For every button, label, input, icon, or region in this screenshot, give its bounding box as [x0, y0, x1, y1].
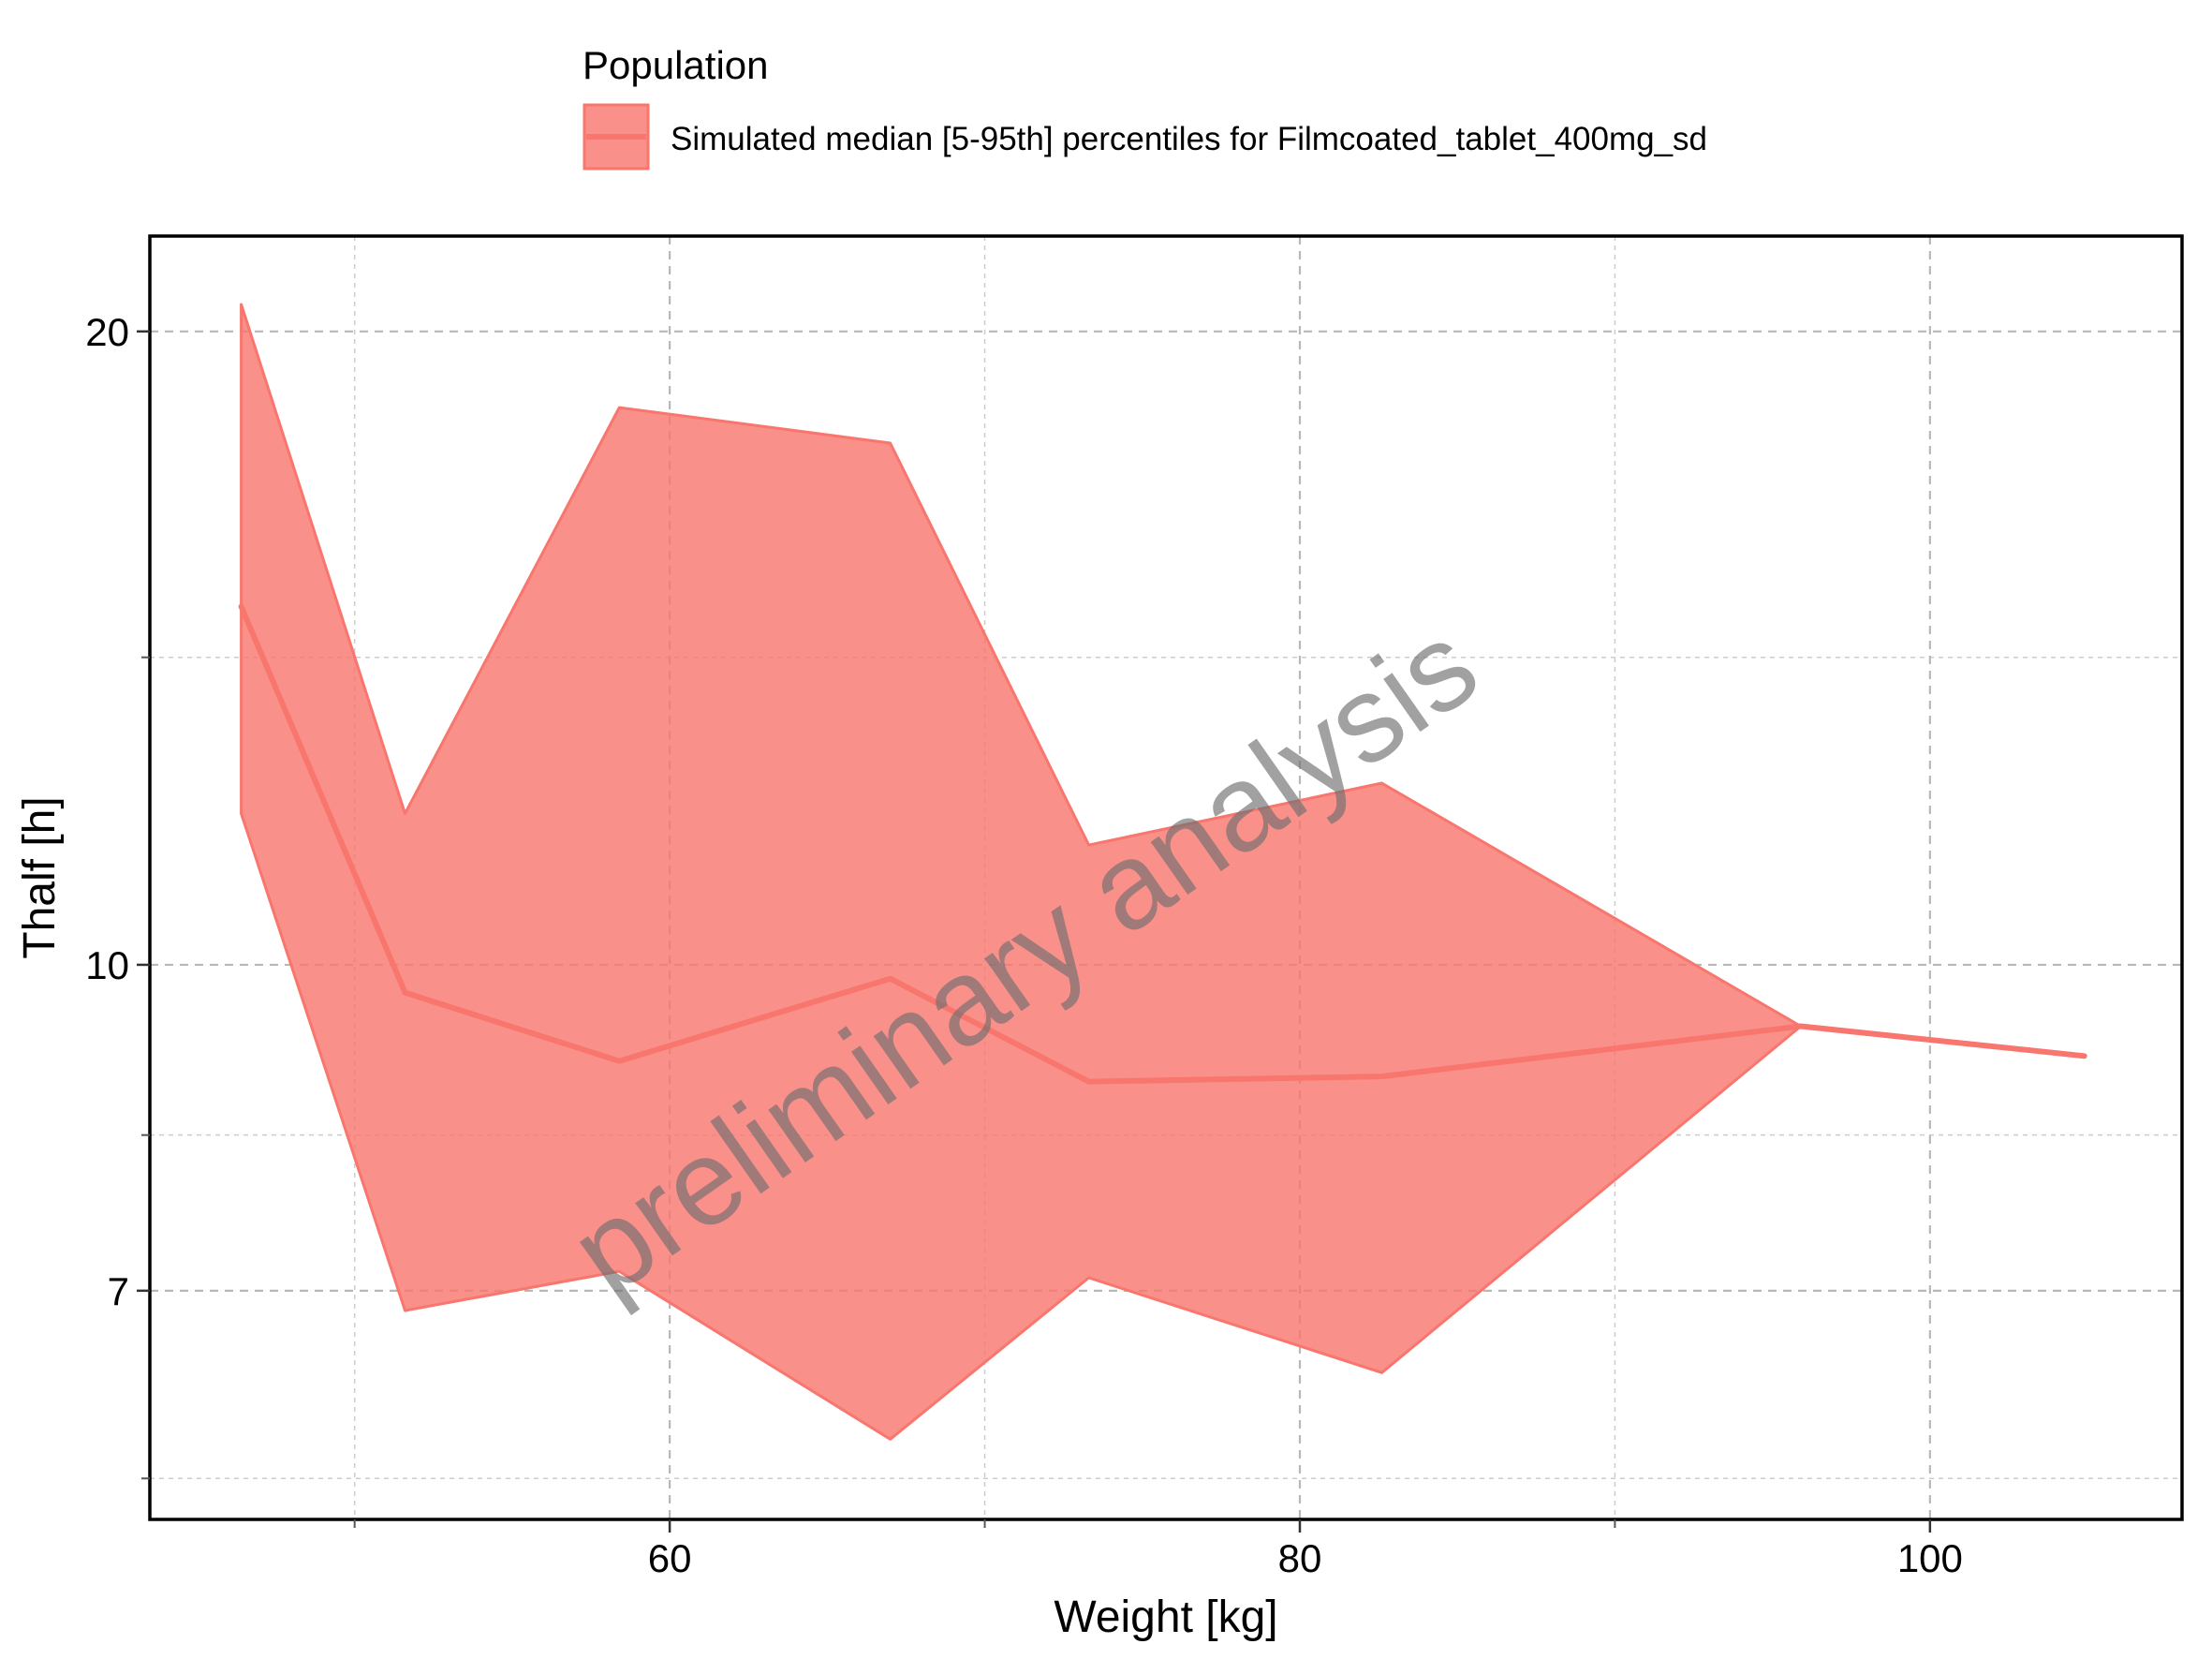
legend-title: Population	[582, 43, 769, 87]
axis-ticks: 60 80 100 7 10 20	[85, 310, 1963, 1580]
legend: Population Simulated median [5-95th] per…	[582, 43, 1707, 170]
series-marks	[238, 303, 2087, 1441]
x-tick-label: 80	[1278, 1536, 1322, 1580]
y-tick-label: 20	[85, 310, 129, 354]
x-tick-label: 100	[1897, 1536, 1963, 1580]
y-tick-label: 7	[108, 1269, 129, 1313]
y-axis-title: Thalf [h]	[15, 796, 65, 958]
legend-entry: Simulated median [5-95th] percentiles fo…	[671, 121, 1707, 157]
median-line	[238, 603, 2087, 1085]
panel-border	[148, 234, 2184, 1521]
x-tick-label: 60	[648, 1536, 692, 1580]
y-tick-label: 10	[85, 943, 129, 987]
x-axis-title: Weight [kg]	[1054, 1592, 1277, 1642]
